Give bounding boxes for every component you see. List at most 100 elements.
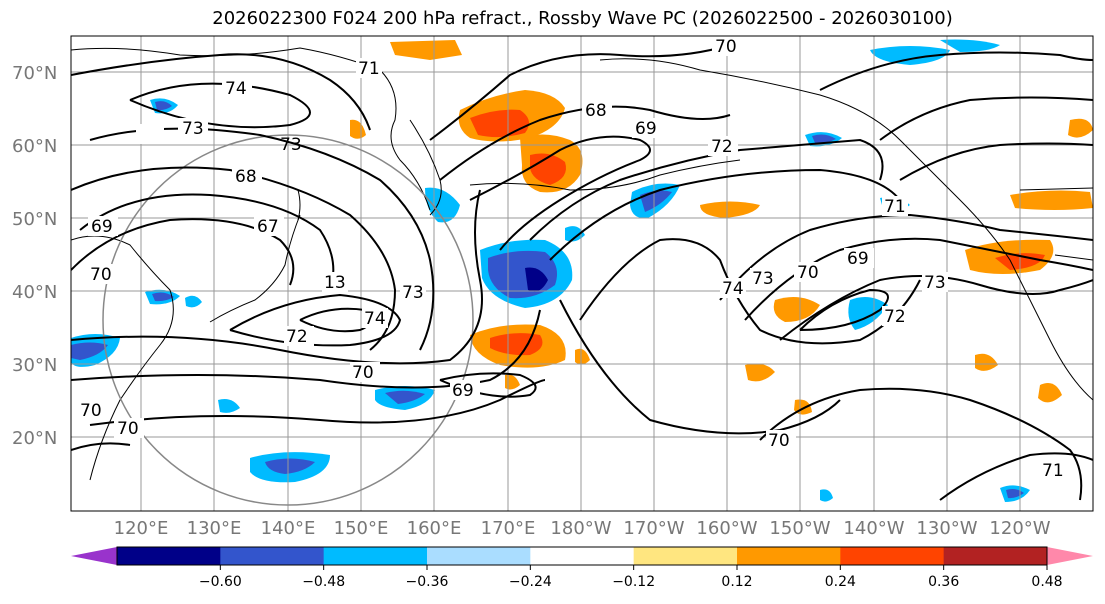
coast-japan <box>209 214 301 323</box>
contour-line <box>71 166 397 351</box>
colorbar-tick-label: −0.24 <box>509 574 552 590</box>
patch-midpac-mid <box>640 190 672 212</box>
contour-label: 69 <box>452 381 474 401</box>
contour-label: 72 <box>884 307 906 327</box>
positive-anomaly-patches <box>350 40 1093 415</box>
contour-line <box>71 442 131 451</box>
contour-label: 70 <box>715 37 737 57</box>
contour-line <box>719 213 1093 301</box>
patch-small-light-1 <box>218 399 240 413</box>
contour-labels: 74 73 71 68 67 69 70 73 72 74 13 73 70 <box>78 36 1066 481</box>
patch-orange-small-3 <box>1038 382 1062 403</box>
patch-pacific-red <box>490 333 543 356</box>
colorbar-segment <box>737 547 841 565</box>
lon-tick-label: 120°W <box>989 518 1050 539</box>
patch-small-light-5 <box>565 226 585 242</box>
map-area: 74 73 71 68 67 69 70 73 72 74 13 73 70 <box>71 36 1093 511</box>
colorbar-right-arrow <box>1047 547 1093 565</box>
patch-orange-small-2 <box>975 353 998 371</box>
contour-label: 70 <box>352 363 374 383</box>
reference-circle <box>102 134 474 506</box>
map-frame <box>70 35 1094 512</box>
contour-label: 71 <box>884 197 906 217</box>
contour-label: 69 <box>635 119 657 139</box>
contour-label: 73 <box>402 283 424 303</box>
lat-tick-label: 70°N <box>12 63 57 84</box>
colorbar-tick-label: −0.48 <box>302 574 345 590</box>
contour-line <box>89 379 546 426</box>
colorbar-tick-label: −0.60 <box>199 574 242 590</box>
contour-label: 70 <box>117 419 139 439</box>
lat-tick-label: 30°N <box>12 355 57 376</box>
contour-line <box>439 372 537 398</box>
lon-tick-label: 120°E <box>114 518 169 539</box>
contour-label: 74 <box>364 309 386 329</box>
patch-arctic-orange <box>390 40 462 60</box>
coast-alaska <box>599 58 1093 401</box>
colorbar-segment <box>943 547 1048 565</box>
contour-label: 74 <box>722 279 744 299</box>
colorbar-tick-label: 0.36 <box>928 574 959 590</box>
lon-tick-label: 150°E <box>334 518 389 539</box>
patch-small-light-2 <box>185 295 202 308</box>
contour-label: 70 <box>797 263 819 283</box>
coast-asia-east <box>71 235 174 481</box>
contour-label: 71 <box>1042 461 1064 481</box>
contour-label: 74 <box>225 79 247 99</box>
contour-label: 72 <box>286 327 308 347</box>
page-title: 2026022300 F024 200 hPa refract., Rossby… <box>212 8 953 29</box>
patch-east-orange-1 <box>773 296 820 322</box>
colorbar-tick-label: 0.48 <box>1031 574 1062 590</box>
colorbar-segments <box>117 547 1048 565</box>
colorbar-left-arrow <box>71 547 117 565</box>
patch-orange-small-1 <box>745 363 775 382</box>
patch-west-mid-1 <box>155 101 172 111</box>
patch-bering-red <box>470 109 529 138</box>
contour-line <box>71 218 295 286</box>
colorbar-tick-label: 0.12 <box>721 574 752 590</box>
patch-orange-small-4 <box>1068 118 1093 138</box>
contour-label: 73 <box>280 135 302 155</box>
lat-tick-label: 60°N <box>12 136 57 157</box>
patch-gulf-mid <box>812 134 836 144</box>
lat-tick-label: 20°N <box>12 428 57 449</box>
patch-nw-america-orange <box>1010 190 1093 210</box>
contour-label: 70 <box>90 265 112 285</box>
lon-tick-label: 170°W <box>623 518 684 539</box>
lon-tick-label: 160°W <box>696 518 757 539</box>
contour-label: 70 <box>768 431 790 451</box>
contour-label: 72 <box>711 137 733 157</box>
patch-japan-sea-mid <box>71 342 108 360</box>
colorbar-segment <box>220 547 325 565</box>
colorbar-segment <box>530 547 635 565</box>
contour-line <box>799 288 889 331</box>
colorbar-segment <box>840 547 945 565</box>
contour-line <box>559 299 841 435</box>
lon-tick-label: 180°W <box>550 518 611 539</box>
lon-tick-label: 170°E <box>481 518 536 539</box>
patch-midpac-orange <box>700 201 760 218</box>
lon-tick-label: 160°E <box>407 518 462 539</box>
patch-arctic-light-1 <box>870 46 950 65</box>
patch-dateline-core <box>525 267 548 292</box>
patch-pacific-mid-1 <box>385 390 425 404</box>
patch-orange-small-8 <box>575 348 590 365</box>
contour-line <box>71 309 541 389</box>
contour-line <box>79 193 335 291</box>
colorbar-segment <box>427 547 531 565</box>
contour-label: 67 <box>257 217 279 237</box>
patch-orange-small-7 <box>350 119 366 139</box>
contour-line <box>71 189 483 365</box>
colorbar-ticks: −0.60 −0.48 −0.36 −0.24 −0.12 0.12 0.24 0.36 0.4… <box>199 565 1063 590</box>
colorbar-segment <box>633 547 738 565</box>
contour-label: 70 <box>80 401 102 421</box>
latitude-labels: 70°N 60°N 50°N 40°N 30°N 20°N <box>12 63 57 449</box>
contour-label: 73 <box>752 269 774 289</box>
contour-line <box>469 135 651 251</box>
patch-small-light-4 <box>820 489 833 502</box>
contour-label: 69 <box>847 249 869 269</box>
colorbar-tick-label: 0.24 <box>825 574 856 590</box>
contour-line <box>71 53 371 131</box>
coast-north-america-border <box>1019 187 1093 261</box>
contour-label: 13 <box>324 273 346 293</box>
